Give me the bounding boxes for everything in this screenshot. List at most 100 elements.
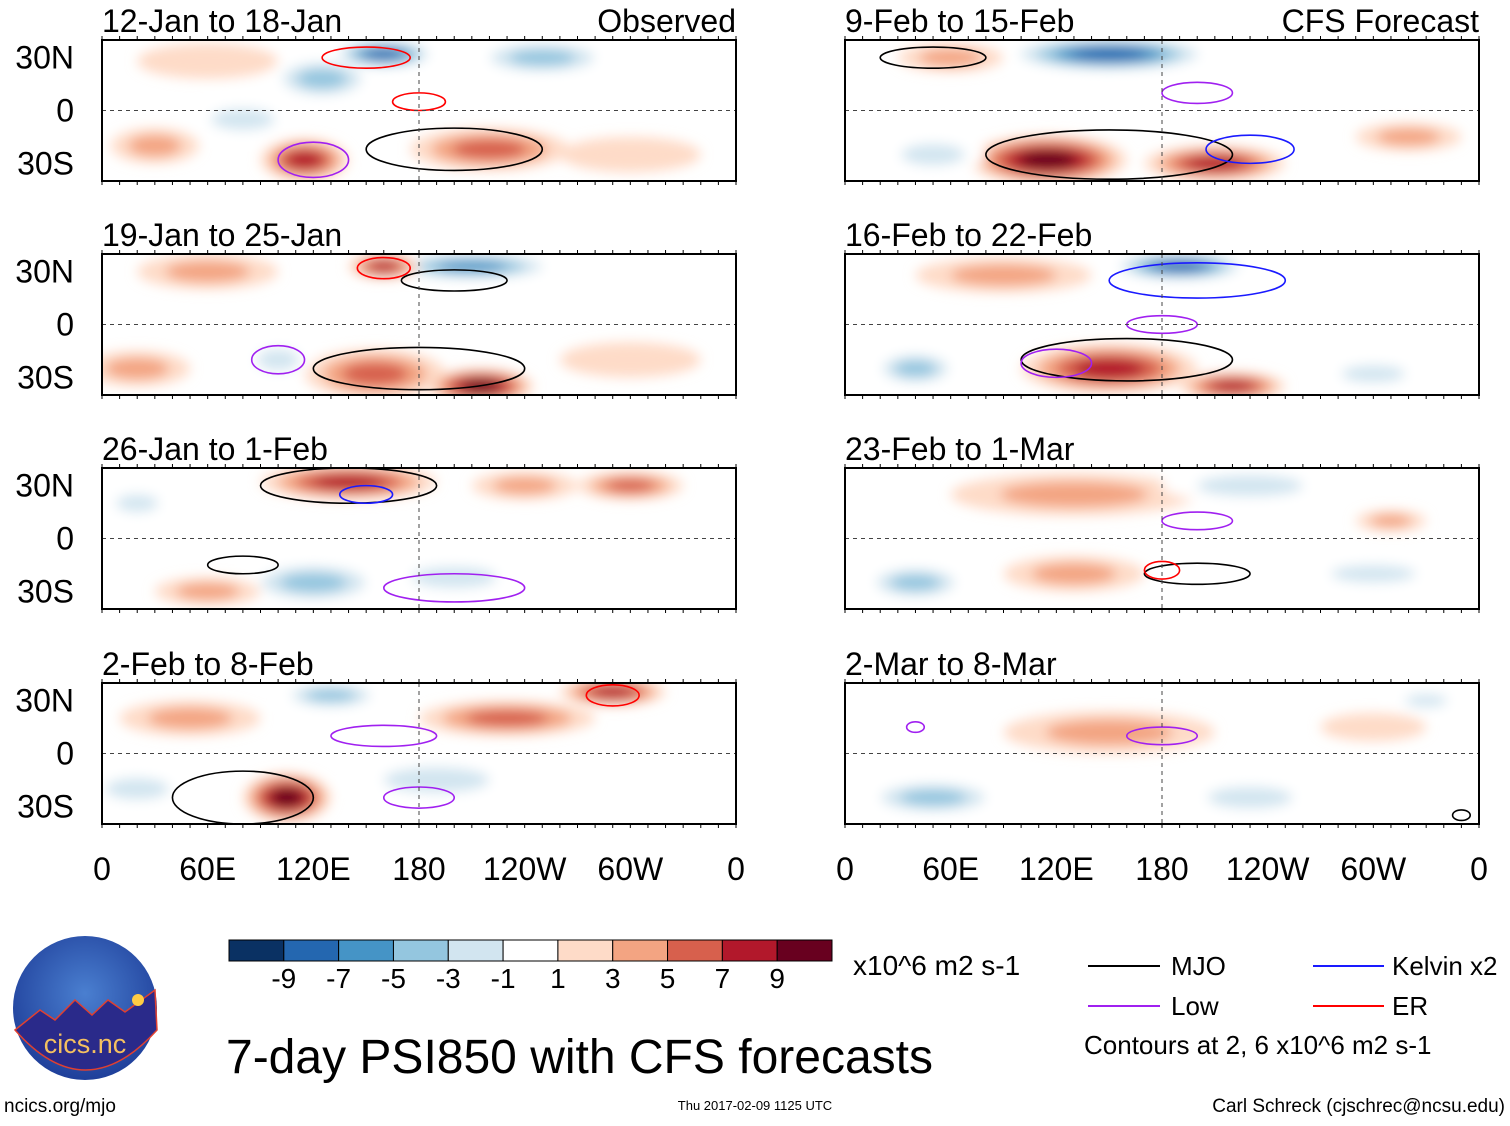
contour-line xyxy=(1143,562,1251,586)
anomaly-mark xyxy=(137,43,279,79)
panel-title: 12-Jan to 18-Jan xyxy=(102,3,342,39)
contour-line xyxy=(1143,560,1181,580)
anomaly-mark xyxy=(890,574,941,591)
map-panel: 26-Jan to 1-Feb 30N 0 30S xyxy=(15,431,737,613)
lat-tick-label: 0 xyxy=(56,736,74,772)
cics-logo: cics.nc xyxy=(13,936,158,1080)
colorbar-units: x10^6 m2 s-1 xyxy=(853,950,1020,981)
lon-tick-label: 120E xyxy=(276,851,351,887)
lon-tick-label: 60W xyxy=(1340,851,1407,887)
lon-tick-label: 60E xyxy=(922,851,979,887)
panel-title: 2-Mar to 8-Mar xyxy=(845,646,1057,682)
contour-line xyxy=(277,141,350,179)
lon-tick-label: 180 xyxy=(392,851,445,887)
contour-line xyxy=(206,555,279,575)
lon-tick-label: 120W xyxy=(483,851,567,887)
anomaly-mark xyxy=(306,688,356,702)
map-panel: 16-Feb to 22-Feb xyxy=(844,217,1480,399)
anomaly-mark xyxy=(147,707,233,729)
contour-line xyxy=(1161,511,1234,531)
colorbar-tick-label: -5 xyxy=(381,963,406,994)
lon-tick-label: 0 xyxy=(727,851,745,887)
anomaly-mark xyxy=(1211,380,1254,392)
contour-line xyxy=(1451,809,1471,822)
anomaly-mark xyxy=(1376,128,1441,146)
contour-line xyxy=(1205,134,1295,165)
anomaly-mark xyxy=(105,778,169,800)
contour-line xyxy=(365,127,544,172)
contour-line xyxy=(985,129,1234,181)
anomaly-mark xyxy=(900,789,966,806)
lat-tick-label: 30S xyxy=(17,145,74,181)
map-panel: 19-Jan to 25-Jan 30N 0 30S xyxy=(15,217,737,399)
anomaly-mark xyxy=(1405,694,1448,707)
lon-tick-label: 0 xyxy=(1470,851,1488,887)
anomaly-mark xyxy=(175,582,240,600)
colorbar-swatch xyxy=(612,939,669,962)
anomaly-mark xyxy=(1071,47,1148,61)
contour-line xyxy=(171,770,315,824)
colorbar-swatch xyxy=(392,939,449,962)
anomaly-mark xyxy=(1369,514,1413,528)
contour-line xyxy=(1020,348,1093,379)
contour-line xyxy=(356,256,411,280)
contour-line xyxy=(879,46,987,69)
legend-label-kelvin: Kelvin x2 xyxy=(1392,951,1498,981)
colorbar-tick-label: 7 xyxy=(715,963,731,994)
colorbar-tick-label: 9 xyxy=(769,963,785,994)
colorbar-swatch xyxy=(502,939,559,962)
anomaly-mark xyxy=(559,342,701,378)
author-credit: Carl Schreck (cjschrec@ncsu.edu) xyxy=(1212,1096,1505,1117)
anomaly-mark xyxy=(128,135,182,157)
map-panel: 2-Mar to 8-Mar xyxy=(844,646,1480,828)
colorbar-swatch xyxy=(557,939,614,962)
lon-tick-label: 180 xyxy=(1135,851,1188,887)
anomaly-mark xyxy=(1073,358,1145,379)
map-panel: 12-Jan to 18-Jan Observed 30N 0 30S xyxy=(15,3,737,185)
legend-label-er: ER xyxy=(1392,991,1428,1021)
lat-tick-label: 30N xyxy=(15,40,74,76)
anomaly-mark xyxy=(605,479,655,493)
lat-tick-label: 30S xyxy=(17,573,74,609)
contour-line xyxy=(1020,337,1234,382)
anomaly-mark xyxy=(1018,150,1077,169)
anomaly-mark xyxy=(918,49,983,67)
colorbar-swatch xyxy=(667,939,723,962)
panel-title: 23-Feb to 1-Mar xyxy=(845,431,1075,467)
colorbar-swatch xyxy=(447,939,504,962)
anomaly-mark xyxy=(901,143,965,166)
anomaly-mark xyxy=(1320,712,1427,742)
colorbar-tick-label: 3 xyxy=(605,963,621,994)
lat-tick-label: 30N xyxy=(15,254,74,290)
colorbar-tick-label: -3 xyxy=(436,963,461,994)
lon-tick-label: 60W xyxy=(597,851,664,887)
anomaly-mark xyxy=(465,710,549,727)
panel-title: 26-Jan to 1-Feb xyxy=(102,431,328,467)
contour-line xyxy=(905,720,926,734)
colorbar-tick-label: 1 xyxy=(550,963,566,994)
anomaly-mark xyxy=(364,49,403,60)
column-label: Observed xyxy=(597,3,736,39)
anomaly-mark xyxy=(1341,365,1406,383)
contour-line xyxy=(1125,726,1199,746)
footer-url[interactable]: ncics.org/mjo xyxy=(4,1096,116,1117)
anomaly-mark xyxy=(894,360,936,377)
lat-tick-label: 30N xyxy=(15,468,74,504)
contour-line xyxy=(259,468,438,505)
anomaly-mark xyxy=(105,357,169,380)
panel-title: 19-Jan to 25-Jan xyxy=(102,217,342,253)
contour-line xyxy=(312,346,526,391)
lat-tick-label: 30S xyxy=(17,359,74,395)
anomaly-mark xyxy=(452,139,527,160)
colorbar-swatch xyxy=(228,939,285,962)
anomaly-mark xyxy=(211,108,275,130)
legend-label-mjo: MJO xyxy=(1171,951,1226,981)
colorbar-tick-label: -7 xyxy=(326,963,351,994)
lon-tick-label: 0 xyxy=(836,851,854,887)
contour-line xyxy=(382,786,456,809)
colorbar-tick-label: -9 xyxy=(271,963,296,994)
anomaly-mark xyxy=(492,477,557,495)
panel-title: 9-Feb to 15-Feb xyxy=(845,3,1074,39)
anomaly-mark xyxy=(280,572,347,593)
